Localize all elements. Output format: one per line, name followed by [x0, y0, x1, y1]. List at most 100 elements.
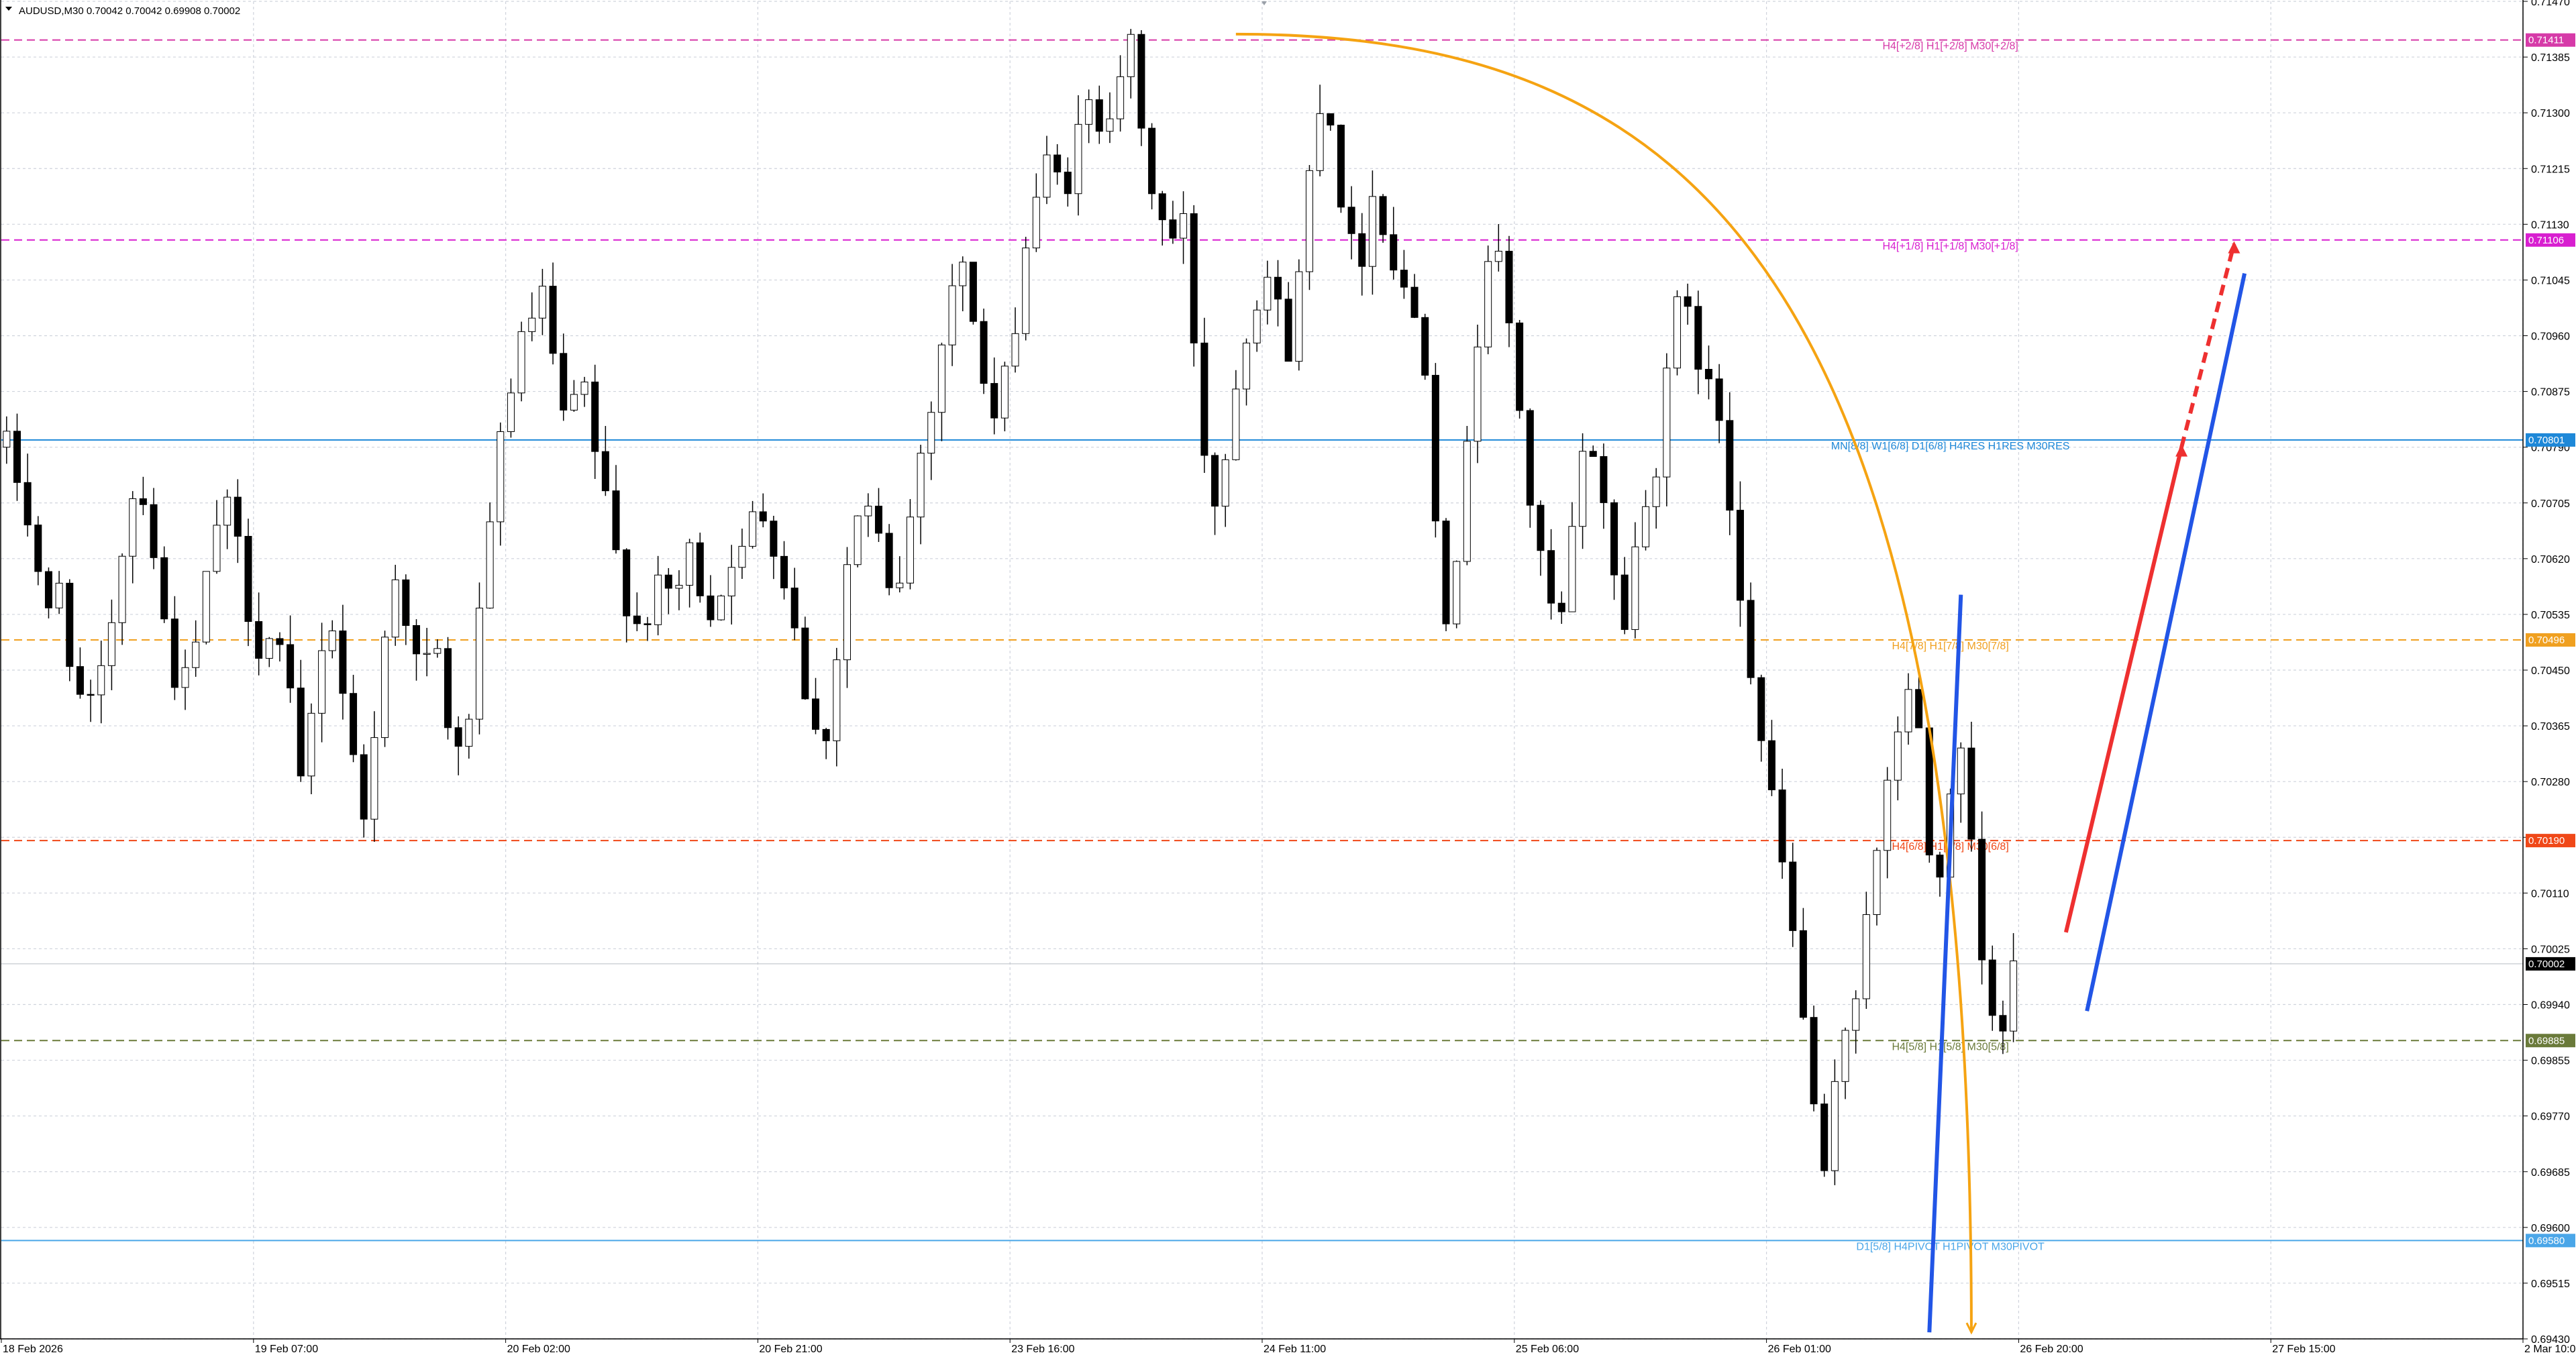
candle-body [1568, 526, 1576, 612]
candle-body [664, 574, 672, 589]
level-price-tag-text: 0.69580 [2528, 1235, 2565, 1246]
level-label: H4[5/8] H1[5/8] M30[5/8] [1892, 1041, 2008, 1052]
candle-body [107, 622, 115, 666]
candle-body [1778, 790, 1786, 863]
red-extension-dashed-arrow [2179, 243, 2236, 448]
candle-body [1673, 296, 1682, 369]
scroll-marker-icon [1261, 1, 1267, 5]
candle-body [150, 504, 158, 558]
candle-body [486, 521, 494, 609]
candle-body [980, 321, 988, 384]
candle-body [1579, 451, 1587, 527]
candle-body [1368, 196, 1376, 267]
x-tick-label: 27 Feb 15:00 [2272, 1344, 2335, 1355]
candle-body [1747, 600, 1755, 678]
candle-body [864, 505, 872, 517]
candle-body [1400, 270, 1408, 288]
candle-body [686, 542, 694, 586]
candle-body [276, 638, 284, 645]
candle-body [654, 574, 662, 625]
candle-body [1715, 378, 1723, 421]
candle-body [381, 637, 389, 739]
candle-body [1831, 1081, 1839, 1171]
candle-body [1347, 207, 1355, 234]
y-tick-label: 0.69685 [2531, 1167, 2570, 1179]
candle-body [13, 431, 21, 483]
candle-body [1148, 127, 1156, 195]
candle-body [1137, 34, 1145, 129]
candle-body [160, 557, 168, 620]
candle-body [780, 555, 788, 589]
candle-body [97, 665, 105, 696]
candle-body [433, 648, 442, 654]
level-price-tag [2526, 633, 2575, 647]
candle-body [707, 595, 715, 620]
candle-body [444, 648, 452, 728]
candle-body [1494, 250, 1502, 262]
y-tick-label: 0.69600 [2531, 1223, 2570, 1234]
symbol-menu-triangle-icon[interactable] [5, 7, 12, 11]
candle-body [1431, 374, 1439, 522]
candle-body [1463, 441, 1471, 562]
candle-body [1305, 170, 1313, 272]
candle-body [612, 490, 620, 551]
x-tick-label: 20 Feb 21:00 [759, 1344, 822, 1355]
candle-body [601, 451, 609, 492]
y-tick-label: 0.70025 [2531, 944, 2570, 955]
candle-body [1704, 368, 1712, 380]
candle-body [1799, 930, 1807, 1018]
level-price-tag-text: 0.69885 [2528, 1035, 2565, 1046]
x-tick-label: 24 Feb 11:00 [1264, 1344, 1326, 1355]
candle-body [1873, 850, 1881, 915]
candle-body [948, 285, 956, 345]
candle-body [3, 431, 11, 448]
candle-body [1736, 510, 1744, 601]
candle-body [1484, 261, 1492, 347]
candle-body [1694, 306, 1702, 370]
y-tick-label: 0.70875 [2531, 387, 2570, 398]
candle-body [370, 737, 378, 820]
candle-body [675, 584, 683, 589]
candle-body [770, 521, 778, 557]
candle-body [1127, 34, 1135, 77]
candle-body [44, 571, 52, 608]
candle-body [633, 615, 641, 624]
candle-body [1642, 506, 1650, 547]
candle-body [959, 262, 967, 286]
y-tick-label: 0.71300 [2531, 108, 2570, 119]
y-tick-label: 0.69770 [2531, 1111, 2570, 1123]
candle-body [1516, 322, 1524, 411]
x-tick-label: 26 Feb 01:00 [1768, 1344, 1831, 1355]
candle-body [643, 623, 652, 625]
candle-body [854, 515, 862, 565]
candle-body [1200, 342, 1208, 456]
symbol-info: AUDUSD,M30 0.70042 0.70042 0.69908 0.700… [19, 5, 240, 17]
candle-body [1221, 459, 1229, 507]
candle-body [34, 525, 42, 572]
candle-body [1557, 602, 1565, 612]
candle-body [475, 608, 483, 720]
level-label: H4[+1/8] H1[+1/8] M30[+1/8] [1882, 241, 2018, 252]
candle-body [223, 496, 231, 526]
candle-body [1610, 502, 1618, 576]
candle-body [738, 545, 746, 568]
candle-body [1180, 213, 1188, 239]
candle-body [412, 625, 421, 655]
candle-body [328, 631, 336, 651]
candle-body [1505, 250, 1513, 323]
y-tick-label: 0.70280 [2531, 777, 2570, 788]
candle-body [1232, 388, 1240, 460]
level-price-tag-text: 0.70801 [2528, 435, 2565, 446]
candle-body [1810, 1017, 1818, 1105]
y-tick-label: 0.69430 [2531, 1334, 2570, 1346]
level-price-tag [2526, 233, 2575, 247]
candle-body [244, 535, 252, 622]
level-label: H4[7/8] H1[7/8] M30[7/8] [1892, 641, 2008, 652]
candle-body [1085, 99, 1093, 125]
candle-body [1537, 504, 1545, 551]
candle-body [1789, 861, 1797, 931]
candle-body [1547, 550, 1555, 604]
